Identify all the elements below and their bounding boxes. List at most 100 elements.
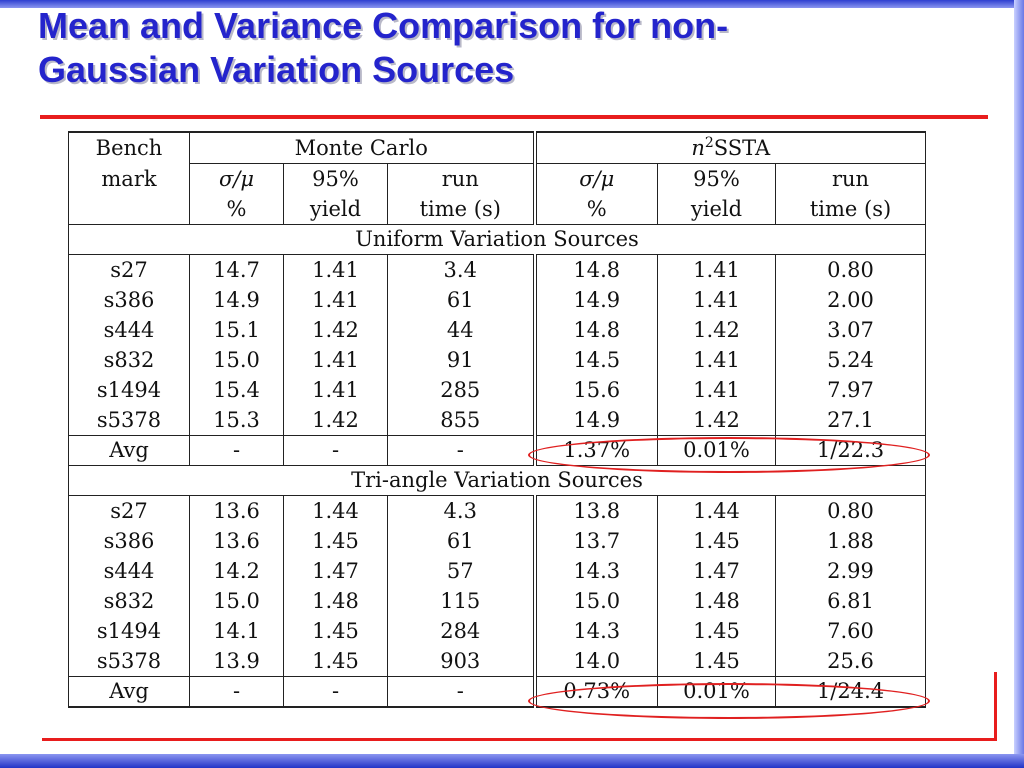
bottom-right-bracket-horizontal	[42, 738, 997, 741]
header-mc-sigma: σ/μ%	[189, 163, 284, 225]
value-cell: 1.48	[283, 586, 388, 616]
header-ssta-yield: 95% yield	[657, 163, 776, 225]
header-n2ssta-rest: SSTA	[713, 136, 771, 160]
table-row: s386 13.6 1.45 61 13.7 1.45 1.88	[68, 526, 927, 556]
value-cell: 7.97	[774, 375, 927, 405]
value-cell: 1.47	[283, 556, 388, 586]
value-cell: 14.8	[532, 315, 658, 345]
value-cell: 15.4	[189, 375, 284, 405]
value-cell: 7.60	[774, 616, 927, 646]
value-cell: 6.81	[774, 586, 927, 616]
header-ssta-sigma: σ/μ%	[532, 163, 658, 225]
table-row: s444 14.2 1.47 57 14.3 1.47 2.99	[68, 556, 927, 586]
value-cell: 15.0	[189, 586, 284, 616]
value-cell: 1.41	[657, 254, 776, 285]
header-ssta-runtime: run time (s)	[774, 163, 927, 225]
value-cell: 1.41	[657, 285, 776, 315]
table-row: s27 14.7 1.41 3.4 14.8 1.41 0.80	[68, 254, 927, 285]
benchmark-cell: s27	[68, 495, 190, 526]
value-cell: 14.9	[189, 285, 284, 315]
benchmark-cell: s386	[68, 285, 190, 315]
table-row: s832 15.0 1.48 115 15.0 1.48 6.81	[68, 586, 927, 616]
value-cell: 14.8	[532, 254, 658, 285]
value-cell: 13.7	[532, 526, 658, 556]
benchmark-cell: s5378	[68, 646, 190, 677]
value-cell: 14.3	[532, 556, 658, 586]
value-cell: 14.1	[189, 616, 284, 646]
benchmark-cell: s444	[68, 315, 190, 345]
header-mc-95: 95%	[312, 167, 359, 191]
header-mark: mark	[68, 163, 190, 225]
value-cell: 14.2	[189, 556, 284, 586]
average-label: Avg	[68, 435, 190, 466]
value-cell: 1.42	[657, 315, 776, 345]
value-cell: 855	[387, 405, 535, 436]
value-cell: 0.80	[774, 254, 927, 285]
title-underline-rule	[40, 115, 988, 119]
header-n2ssta-n: n	[691, 136, 705, 160]
header-ssta-pct: %	[586, 197, 607, 221]
value-cell: 1.45	[283, 646, 388, 677]
table-row: s27 13.6 1.44 4.3 13.8 1.44 0.80	[68, 495, 927, 526]
header-mark-text: mark	[101, 166, 157, 191]
header-mc-sigma-text: σ/μ	[218, 167, 255, 191]
benchmark-cell: s1494	[68, 375, 190, 405]
value-cell: 4.3	[387, 495, 535, 526]
value-cell: 61	[387, 285, 535, 315]
value-cell: 61	[387, 526, 535, 556]
slide-title: Mean and Variance Comparison for non- Ga…	[38, 4, 978, 92]
header-mc-yield-text: yield	[309, 197, 362, 221]
value-cell: 1.41	[283, 375, 388, 405]
benchmark-cell: s444	[68, 556, 190, 586]
table-row: s1494 14.1 1.45 284 14.3 1.45 7.60	[68, 616, 927, 646]
value-cell: 1.41	[657, 345, 776, 375]
header-monte-carlo: Monte Carlo	[189, 131, 535, 164]
comparison-table: Bench Monte Carlo n2SSTA mark σ/μ% 95% yi…	[67, 131, 927, 708]
value-cell: 15.3	[189, 405, 284, 436]
average-value: -	[189, 435, 284, 466]
value-cell: 1.41	[283, 254, 388, 285]
section-row: Tri-angle Variation Sources	[67, 465, 927, 496]
value-cell: 25.6	[774, 646, 927, 677]
value-cell: 284	[387, 616, 535, 646]
benchmark-cell: s386	[68, 526, 190, 556]
value-cell: 1.42	[283, 315, 388, 345]
table-row: s444 15.1 1.42 44 14.8 1.42 3.07	[68, 315, 927, 345]
value-cell: 3.4	[387, 254, 535, 285]
value-cell: 2.99	[774, 556, 927, 586]
header-mc-pct: %	[226, 197, 247, 221]
table-row: s832 15.0 1.41 91 14.5 1.41 5.24	[68, 345, 927, 375]
header-n2ssta: n2SSTA	[532, 131, 927, 164]
average-label: Avg	[68, 676, 190, 708]
value-cell: 15.1	[189, 315, 284, 345]
value-cell: 1.45	[657, 526, 776, 556]
average-value: -	[283, 435, 388, 466]
header-ssta-time: time (s)	[809, 197, 892, 221]
value-cell: 1.44	[657, 495, 776, 526]
value-cell: 3.07	[774, 315, 927, 345]
value-cell: 14.3	[532, 616, 658, 646]
highlight-ellipse-triangle-avg	[528, 683, 930, 719]
value-cell: 13.8	[532, 495, 658, 526]
value-cell: 13.6	[189, 495, 284, 526]
header-row-columns: mark σ/μ% 95% yield run time (s) σ/μ% 95% y…	[68, 163, 927, 225]
value-cell: 1.88	[774, 526, 927, 556]
value-cell: 903	[387, 646, 535, 677]
slide-title-line-1: Mean and Variance Comparison for non-	[38, 5, 729, 46]
value-cell: 13.6	[189, 526, 284, 556]
header-ssta-yield-text: yield	[690, 197, 743, 221]
value-cell: 91	[387, 345, 535, 375]
value-cell: 1.41	[657, 375, 776, 405]
average-value: -	[283, 676, 388, 708]
header-mc-yield: 95% yield	[283, 163, 388, 225]
table-row: s5378 13.9 1.45 903 14.0 1.45 25.6	[68, 646, 927, 677]
header-row-groups: Bench Monte Carlo n2SSTA	[68, 131, 927, 164]
table-row: s386 14.9 1.41 61 14.9 1.41 2.00	[68, 285, 927, 315]
section-row: Uniform Variation Sources	[67, 224, 927, 255]
bottom-border-bar	[0, 754, 1024, 768]
benchmark-cell: s1494	[68, 616, 190, 646]
header-ssta-95: 95%	[693, 167, 740, 191]
value-cell: 115	[387, 586, 535, 616]
highlight-ellipse-uniform-avg	[528, 437, 930, 473]
section-title: Tri-angle Variation Sources	[67, 465, 927, 496]
